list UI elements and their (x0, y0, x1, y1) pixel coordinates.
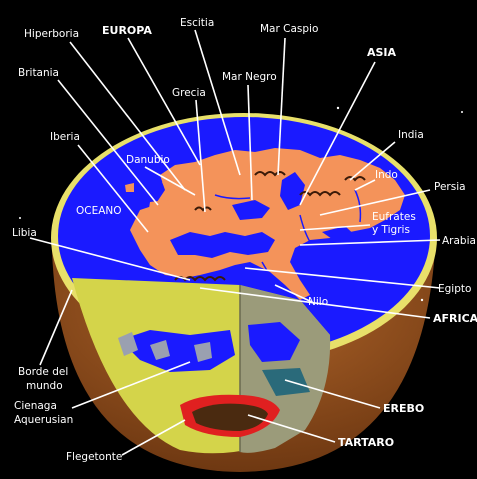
label-grecia: Grecia (172, 87, 206, 99)
label-danubio: Danubio (126, 154, 170, 166)
cienaga-aquerusia-water (120, 330, 235, 372)
label-mar-negro: Mar Negro (222, 71, 277, 83)
label-borde-del-mundo: Borde del (18, 366, 68, 378)
mar-caspio-water (280, 172, 305, 210)
label-arabia: Arabia (442, 235, 476, 247)
label-eufrates: Eufrates (372, 211, 416, 223)
label-iberia: Iberia (50, 131, 80, 143)
golfo-persico (322, 226, 360, 246)
label-britania: Britania (18, 67, 59, 79)
leader-lines (29, 29, 441, 456)
land-mass-main (130, 148, 405, 300)
label-cienaga-2: Aquerusian (14, 414, 73, 426)
label-oceano: OCEANO (76, 205, 122, 217)
label-europa: EUROPA (102, 24, 152, 37)
label-hiperboria: Hiperboria (24, 28, 79, 40)
label-flegetonte: Flegetonte (66, 451, 122, 463)
land-britania (148, 200, 170, 222)
label-mar-caspio: Mar Caspio (260, 23, 318, 35)
label-egipto: Egipto (438, 283, 471, 295)
label-eufrates-2: y Tigris (372, 224, 410, 236)
label-indo: Indo (375, 169, 398, 181)
label-tartaro: TARTARO (338, 436, 394, 449)
erebo-chamber (262, 368, 310, 396)
mar-mediterraneo (170, 232, 275, 258)
label-nilo: Nilo (308, 296, 328, 308)
tartaro-pit (192, 403, 268, 431)
label-asia: ASIA (367, 46, 397, 59)
label-libia: Libia (12, 227, 37, 239)
label-borde-del-mundo-2: mundo (26, 380, 63, 392)
rio-nilo (261, 261, 286, 296)
label-india: India (398, 129, 424, 141)
label-africa: AFRICA (433, 312, 477, 325)
rio-eufrates (299, 214, 313, 246)
label-persia: Persia (434, 181, 466, 193)
label-escitia: Escitia (180, 17, 214, 29)
mar-negro-water (232, 200, 270, 220)
inner-wall-water (248, 322, 300, 362)
rio-danubio (214, 194, 251, 200)
label-cienaga: Cienaga (14, 400, 57, 412)
label-erebo: EREBO (383, 402, 424, 415)
